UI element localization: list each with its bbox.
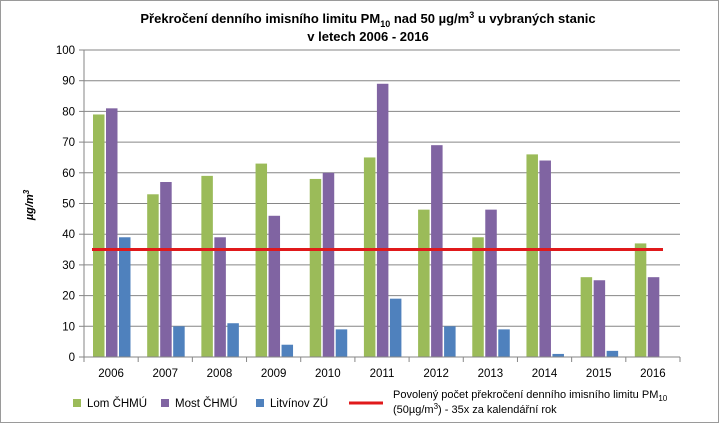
x-tick-label: 2007: [152, 368, 178, 380]
x-tick-label: 2015: [586, 368, 612, 380]
y-tick-label: 100: [56, 45, 75, 57]
x-tick-label: 2013: [478, 368, 504, 380]
bar: [472, 237, 484, 357]
legend-label-limit-line1: Povolený počet překročení denního imisní…: [393, 389, 668, 403]
y-tick-label: 90: [62, 76, 75, 88]
y-tick-label: 10: [62, 321, 75, 333]
legend-label-litvinov: Litvínov ZÚ: [270, 397, 328, 410]
chart-title-line2: v letech 2006 - 2016: [307, 29, 428, 44]
bar: [552, 353, 564, 357]
bar: [647, 277, 660, 357]
y-tick-label: 40: [62, 229, 75, 241]
bar: [106, 108, 118, 357]
y-tick-label: 30: [62, 260, 75, 272]
bar: [363, 157, 376, 357]
bar: [539, 160, 551, 357]
y-tick-label: 50: [62, 199, 75, 211]
legend-swatch-lom: [73, 399, 81, 407]
y-tick-label: 20: [62, 291, 75, 303]
chart-title-line1: Překročení denního imisního limitu PM10 …: [140, 10, 595, 29]
y-tick-label: 70: [62, 137, 75, 149]
bar: [418, 209, 430, 357]
bar: [160, 182, 172, 357]
bar: [119, 237, 131, 357]
bar: [593, 280, 606, 357]
y-tick-label: 80: [62, 106, 75, 118]
bar: [93, 114, 105, 357]
bar: [335, 329, 348, 357]
bar: [606, 350, 619, 357]
legend-label-most: Most ČHMÚ: [175, 397, 238, 410]
bar: [376, 83, 389, 358]
x-tick-label: 2008: [207, 368, 233, 380]
x-tick-label: 2014: [532, 368, 558, 380]
y-tick-label: 0: [69, 352, 75, 364]
bar: [281, 344, 294, 357]
y-tick-label: 60: [62, 168, 75, 180]
bar: [580, 277, 593, 357]
bar: [227, 323, 239, 357]
bar: [255, 163, 268, 357]
legend-swatch-most: [161, 399, 169, 407]
bar: [201, 175, 213, 357]
x-tick-label: 2012: [423, 368, 449, 380]
bar: [498, 329, 510, 357]
legend-label-limit-line2: (50µg/m3) - 35x za kalendářní rok: [393, 402, 557, 416]
bar: [214, 237, 226, 357]
bar: [485, 209, 497, 357]
bar: [309, 178, 322, 357]
x-axis-labels: 2006 2007 2008 2009 2010 2011 2012 2013 2014 2015…: [83, 357, 681, 380]
bars: [93, 83, 660, 358]
bar: [322, 172, 335, 357]
bar: [431, 145, 443, 357]
x-tick-label: 2010: [315, 368, 341, 380]
legend-swatch-litvinov: [256, 399, 264, 407]
bar: [173, 326, 185, 357]
y-axis-label: µg/m3: [22, 189, 36, 221]
x-tick-label: 2009: [261, 368, 287, 380]
bar: [268, 215, 281, 357]
bar: [444, 326, 456, 357]
x-tick-label: 2006: [98, 368, 124, 380]
bar: [147, 194, 159, 357]
bar: [526, 154, 538, 357]
bar: [634, 243, 647, 357]
legend-label-lom: Lom ČHMÚ: [87, 397, 147, 410]
y-axis-ticks: 0 10 20 30 40 50 60 70 80 90 100: [56, 45, 84, 364]
legend: Lom ČHMÚ Most ČHMÚ Litvínov ZÚ Povolený …: [73, 389, 668, 416]
bar: [389, 298, 402, 357]
x-tick-label: 2016: [640, 368, 666, 380]
x-tick-label: 2011: [370, 368, 395, 380]
